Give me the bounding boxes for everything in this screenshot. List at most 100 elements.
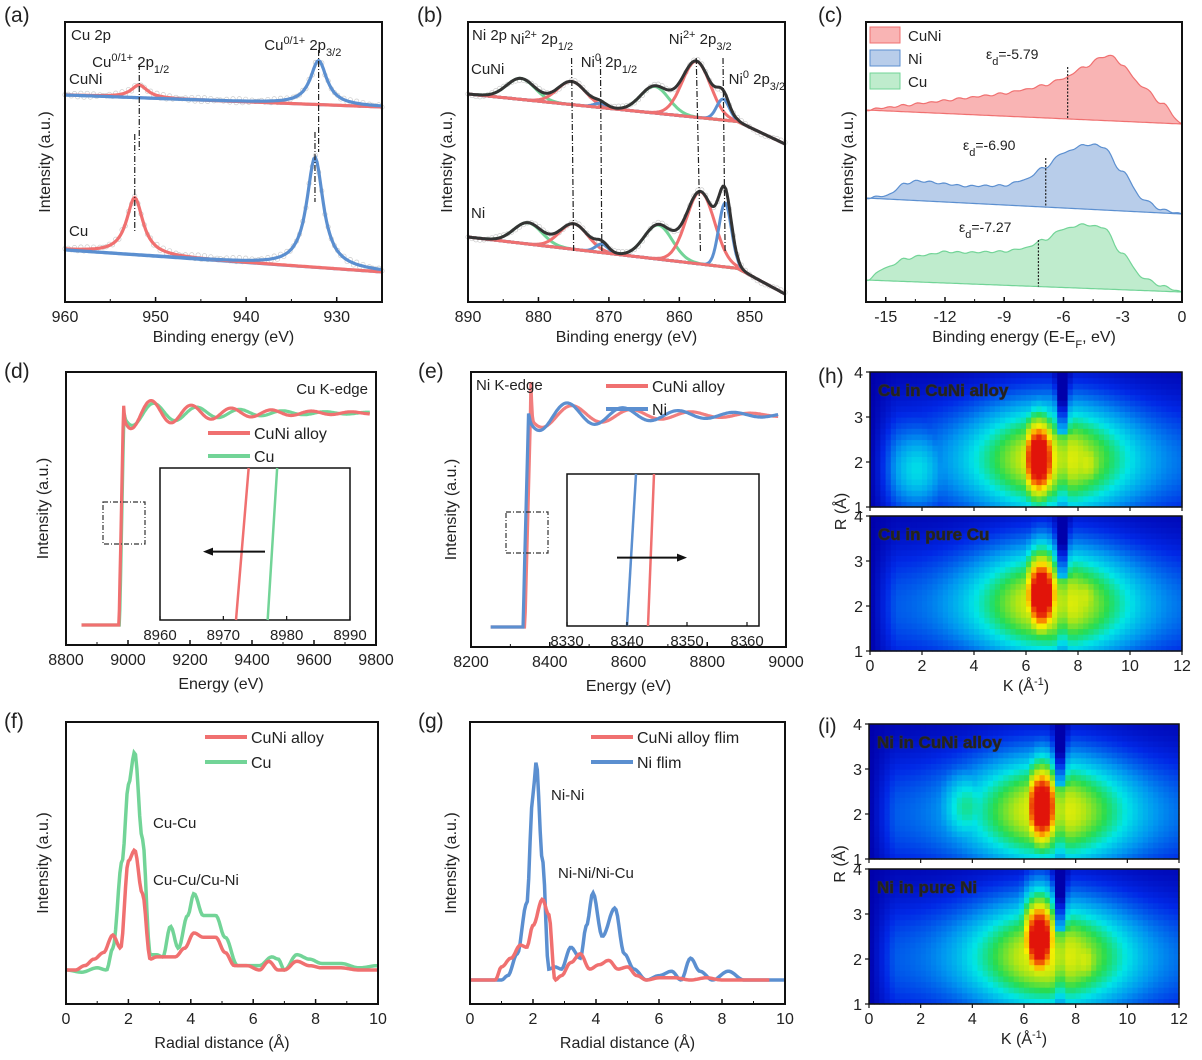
heatmap-cell <box>1150 589 1157 596</box>
heatmap-cell <box>1086 746 1092 753</box>
heatmap-cell <box>963 484 970 491</box>
heatmap-cell <box>1166 572 1173 579</box>
heatmap-cell <box>925 825 932 832</box>
heatmap-cell <box>1088 450 1095 457</box>
heatmap-cell <box>905 842 911 849</box>
heatmap-cell <box>1041 456 1048 463</box>
x-tick-label: 880 <box>525 309 552 326</box>
heatmap-cell <box>1057 495 1063 502</box>
heatmap-cell <box>932 377 939 384</box>
heatmap-cell <box>1117 802 1123 809</box>
heatmap-cell <box>1036 549 1043 556</box>
heatmap-cell <box>1005 405 1011 412</box>
sample-label: CuNi <box>471 61 504 78</box>
heatmap-cell <box>890 549 897 556</box>
heatmap-cell <box>880 417 887 424</box>
heatmap-cell <box>1000 572 1006 579</box>
heatmap-cell <box>1086 780 1092 787</box>
heatmap-cell <box>1078 400 1084 407</box>
heatmap-cell <box>922 394 928 401</box>
peak-annotation: Ni0 2p1/2 <box>581 52 637 76</box>
heatmap-cell <box>1114 521 1121 528</box>
heatmap-cell <box>1098 594 1105 601</box>
heatmap-cell <box>1124 555 1131 562</box>
heatmap-cell <box>979 450 985 457</box>
y-axis-label: Intensity (a.u.) <box>840 111 857 212</box>
heatmap-cell <box>974 433 980 441</box>
heatmap-cell <box>1072 617 1079 624</box>
heatmap-cell <box>977 780 984 787</box>
heatmap-cell <box>1132 752 1139 759</box>
heatmap-cell <box>1098 544 1105 551</box>
heatmap-cell <box>1168 847 1175 854</box>
heatmap-cell <box>1098 495 1105 502</box>
heatmap-cell <box>963 577 970 585</box>
heatmap-cell <box>1088 572 1095 579</box>
heatmap-cell <box>1010 577 1017 585</box>
heatmap-cell <box>977 808 984 815</box>
heatmap-cell <box>869 825 875 832</box>
heatmap-cell <box>963 456 970 463</box>
heatmap-cell <box>1036 490 1043 497</box>
heatmap-cell <box>1041 417 1048 424</box>
heatmap-cell <box>1109 388 1115 396</box>
heatmap-cell <box>1166 538 1173 545</box>
heatmap-cell <box>1015 478 1022 486</box>
heatmap-cell <box>1142 724 1149 731</box>
heatmap-cell <box>1124 600 1131 607</box>
heatmap-cell <box>896 544 902 551</box>
heatmap-cell <box>884 746 891 753</box>
heatmap-cell <box>1036 473 1043 480</box>
heatmap-cell <box>1005 388 1011 396</box>
heatmap-cell <box>989 516 996 523</box>
heatmap-cell <box>1176 600 1183 607</box>
heatmap-cell <box>1111 819 1118 826</box>
heatmap-cell <box>968 462 975 469</box>
heatmap-cell <box>922 622 928 630</box>
heatmap-cell <box>906 628 913 635</box>
heatmap-cell <box>962 836 968 843</box>
heatmap-cell <box>1024 752 1030 759</box>
heatmap-cell <box>1041 484 1048 491</box>
heatmap-cell <box>984 495 991 502</box>
heatmap-cell <box>884 819 891 826</box>
heatmap-cell <box>1072 422 1079 429</box>
heatmap-cell <box>1078 628 1084 635</box>
heatmap-cell <box>1078 561 1084 568</box>
heatmap-cell <box>972 808 979 815</box>
heatmap-cell <box>1176 594 1183 601</box>
heatmap-cell <box>1015 445 1022 452</box>
heatmap-cell <box>958 433 965 441</box>
heatmap-cell <box>1153 763 1159 770</box>
heatmap-cell <box>1137 814 1144 821</box>
heatmap-cell <box>1034 752 1041 759</box>
heatmap-cell <box>1041 388 1048 396</box>
heatmap-cell <box>1039 808 1046 815</box>
x-tick-label: 950 <box>142 309 169 326</box>
heatmap-cell <box>1010 628 1017 635</box>
heatmap-cell <box>1156 428 1162 435</box>
heatmap-cell <box>1088 527 1095 534</box>
heatmap-cell <box>1161 577 1167 585</box>
heatmap-cell <box>1052 600 1058 607</box>
heatmap-cell <box>1124 501 1131 508</box>
heatmap-cell <box>1005 561 1011 568</box>
heatmap-cell <box>870 549 876 556</box>
heatmap-cell <box>1119 495 1126 502</box>
heatmap-cell <box>1057 583 1063 590</box>
heatmap-cell <box>906 428 913 435</box>
heatmap-cell <box>1067 572 1074 579</box>
heatmap-cell <box>1031 611 1037 618</box>
heatmap-cell <box>1005 377 1011 384</box>
heatmap-cell <box>900 797 906 804</box>
heatmap-cell <box>1036 634 1043 641</box>
heatmap-cell <box>941 774 948 781</box>
heatmap-cell <box>958 490 965 497</box>
heatmap-cell <box>884 847 891 854</box>
heatmap-cell <box>984 577 991 585</box>
heatmap-cell <box>977 757 984 764</box>
heatmap-cell <box>1057 639 1063 646</box>
heatmap-cell <box>1098 600 1105 607</box>
heatmap-cell <box>989 634 996 641</box>
heatmap-cell <box>1031 372 1037 379</box>
